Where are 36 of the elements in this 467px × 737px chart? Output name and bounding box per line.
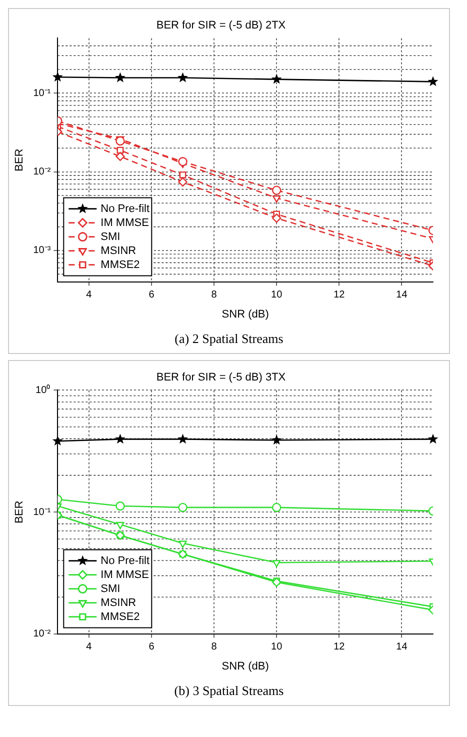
y-tick-label: 10⁻¹ [33,506,52,518]
x-tick-label: 8 [211,642,218,653]
y-tick-label: 10⁻³ [33,245,52,256]
x-tick-label: 14 [396,290,408,301]
x-tick-label: 14 [396,642,408,653]
legend-label: SMI [100,230,120,243]
x-tick-label: 4 [86,642,92,653]
chart-title: BER for SIR = (-5 dB) 3TX [156,372,286,384]
text: (a) 2 Spatial Streams [174,330,284,348]
x-tick-label: 10 [271,290,283,301]
legend-label: IM MMSE [100,568,149,581]
legend-label: MSINR [100,244,136,257]
x-tick-label: 12 [334,642,346,653]
y-tick-label: 10⁻¹ [33,88,52,99]
chart-title: BER for SIR = (-5 dB) 2TX [156,20,286,32]
legend-label: MMSE2 [100,258,140,271]
x-tick-label: 4 [86,290,92,301]
text: (b) 3 Spatial Streams [173,682,285,700]
y-axis-title: BER [14,148,26,172]
x-tick-label: 12 [334,290,346,301]
legend-label: IM MMSE [100,216,149,229]
y-tick-label: 10⁻² [33,166,52,178]
y-tick-label: 10⁻² [33,628,52,640]
legend-label: MSINR [100,596,136,609]
x-tick-label: 6 [148,290,155,301]
legend-label: MMSE2 [100,610,140,623]
y-tick-label: 10⁰ [36,384,51,396]
x-axis-title: SNR (dB) [222,308,269,320]
x-tick-label: 8 [211,290,218,301]
legend-label: SMI [100,582,120,595]
x-axis-title: SNR (dB) [222,660,269,672]
legend-label: No Pre-filt [100,202,150,215]
x-tick-label: 10 [271,642,283,653]
y-axis-title: BER [14,500,26,524]
legend-label: No Pre-filt [100,554,150,567]
x-tick-label: 6 [148,642,155,653]
